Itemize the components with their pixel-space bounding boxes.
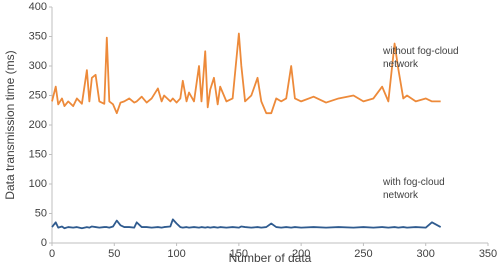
x-tick-label: 200 [292,248,310,260]
x-axis-title: Number of data [229,251,312,265]
series-line [51,218,442,230]
x-tick-label: 50 [108,248,120,260]
x-tick-label: 300 [417,248,435,260]
y-tick-label: 150 [29,148,47,160]
y-axis-title: Data transmission time (ms) [3,50,17,199]
x-tick-label: 0 [49,248,55,260]
series-annotation: with fog-cloud network [383,177,445,201]
y-tick-label: 200 [29,119,47,131]
x-tick-label: 150 [230,248,248,260]
y-tick-label: 100 [29,178,47,190]
series-annotation: without fog-cloud network [383,46,459,70]
series-line [51,32,441,115]
y-tick-label: 0 [41,237,47,249]
x-tick-label: 250 [354,248,372,260]
legend-label: without fog-cloud network [383,46,459,70]
y-tick-label: 300 [29,60,47,72]
y-tick-label: 250 [29,89,47,101]
x-tick-label: 350 [479,248,497,260]
y-tick-label: 350 [29,30,47,42]
legend-label: with fog-cloud network [383,177,445,201]
x-tick-label: 100 [167,248,185,260]
y-tick-label: 50 [35,207,47,219]
y-tick-label: 400 [29,1,47,13]
